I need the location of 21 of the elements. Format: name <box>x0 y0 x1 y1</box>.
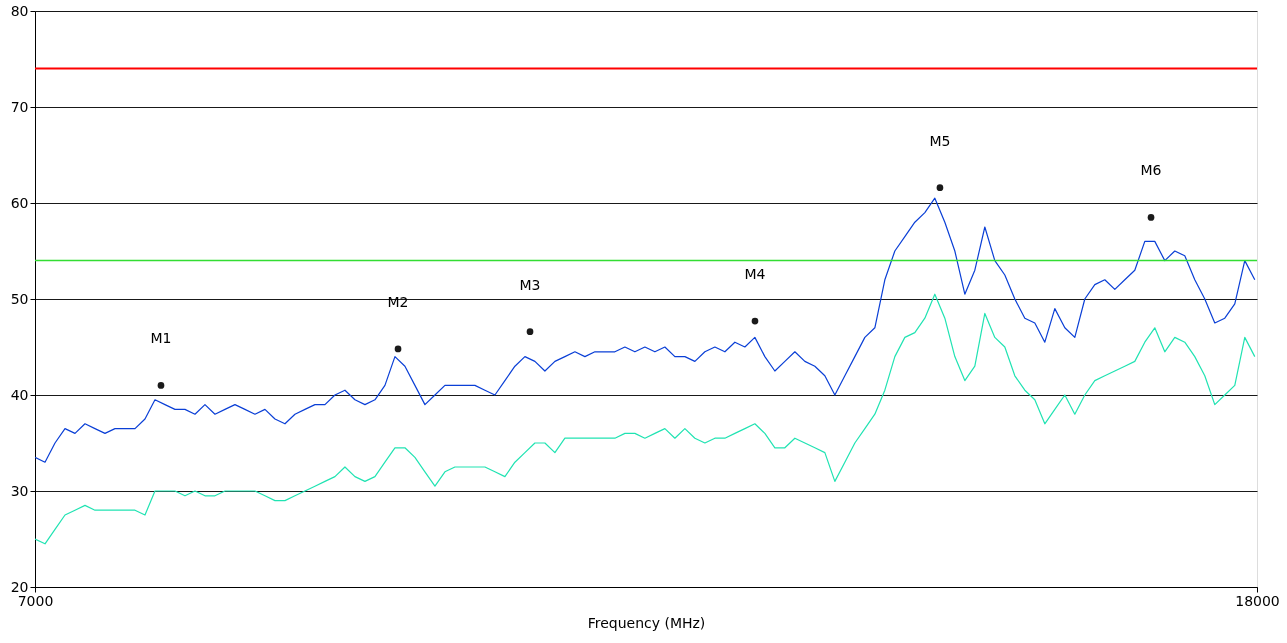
x-tick-label: 7000 <box>17 592 54 609</box>
y-tick-label: 50 <box>10 290 29 307</box>
x-axis-title: Frequency (MHz) <box>587 614 706 631</box>
annotation: M3 <box>519 276 541 293</box>
point <box>394 345 402 353</box>
y-tick-label: 30 <box>10 482 29 499</box>
point <box>936 184 944 191</box>
point <box>157 382 165 389</box>
x-tick-label: 18000 <box>1235 592 1280 609</box>
point <box>1147 214 1155 221</box>
y-tick-label: 80 <box>10 2 29 19</box>
annotation: M1 <box>150 330 172 347</box>
y-tick-label: 70 <box>10 98 29 115</box>
annotation: M4 <box>744 266 766 283</box>
point <box>526 328 534 335</box>
y-tick-label: 40 <box>10 386 29 403</box>
y-tick-label: 20 <box>10 578 29 595</box>
annotation: M5 <box>929 132 951 149</box>
annotation: M6 <box>1140 162 1162 179</box>
point <box>751 317 759 325</box>
y-tick-label: 60 <box>10 194 29 211</box>
